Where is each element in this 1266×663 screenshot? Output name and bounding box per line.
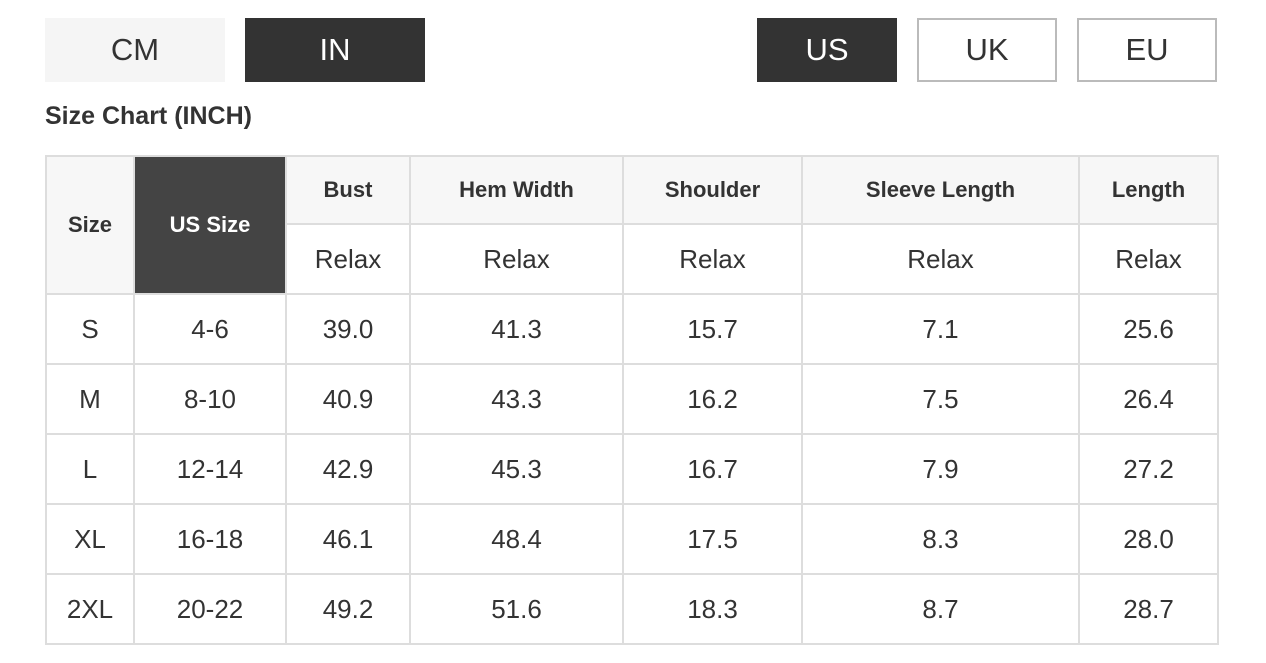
region-button[interactable]: UK — [917, 18, 1057, 82]
table-cell: 27.2 — [1078, 433, 1219, 505]
table-cell: M — [45, 363, 135, 435]
table-cell: 8.7 — [801, 573, 1080, 645]
header-cell: Sleeve Length — [801, 155, 1080, 225]
region-button[interactable]: US — [757, 18, 897, 82]
fit-cell: Relax — [801, 223, 1080, 295]
table-cell: 8-10 — [133, 363, 287, 435]
fit-cell: Relax — [1078, 223, 1219, 295]
table-cell: 45.3 — [409, 433, 624, 505]
fit-cell: Relax — [285, 223, 411, 295]
table-row: XL 16-18 46.1 48.4 17.5 8.3 28.0 — [45, 503, 1219, 575]
table-row: M 8-10 40.9 43.3 16.2 7.5 26.4 — [45, 363, 1219, 435]
fit-cell: Relax — [409, 223, 624, 295]
table-cell: 51.6 — [409, 573, 624, 645]
table-cell: 39.0 — [285, 293, 411, 365]
table-cell: 49.2 — [285, 573, 411, 645]
header-cell: Shoulder — [622, 155, 803, 225]
table-cell: 48.4 — [409, 503, 624, 575]
size-table: Size US Size Bust Hem Width Shoulder Sleeve… — [45, 155, 1219, 645]
table-cell: 12-14 — [133, 433, 287, 505]
header-cell: Size — [45, 155, 135, 295]
table-cell: 46.1 — [285, 503, 411, 575]
table-cell: 28.7 — [1078, 573, 1219, 645]
header-cell: Length — [1078, 155, 1219, 225]
fit-cell: Relax — [622, 223, 803, 295]
table-cell: 25.6 — [1078, 293, 1219, 365]
title: Size Chart (INCH) — [45, 102, 252, 130]
table-cell: 26.4 — [1078, 363, 1219, 435]
table-cell: 18.3 — [622, 573, 803, 645]
table-cell: L — [45, 433, 135, 505]
table-cell: 16-18 — [133, 503, 287, 575]
table-cell: 15.7 — [622, 293, 803, 365]
table-row: L 12-14 42.9 45.3 16.7 7.9 27.2 — [45, 433, 1219, 505]
table-cell: 8.3 — [801, 503, 1080, 575]
table-cell: 41.3 — [409, 293, 624, 365]
table-cell: 7.1 — [801, 293, 1080, 365]
table-cell: 42.9 — [285, 433, 411, 505]
table-cell: XL — [45, 503, 135, 575]
header-cell: Hem Width — [409, 155, 624, 225]
table-row: S 4-6 39.0 41.3 15.7 7.1 25.6 — [45, 293, 1219, 365]
header-cell: Bust — [285, 155, 411, 225]
table-cell: 2XL — [45, 573, 135, 645]
table-cell: 17.5 — [622, 503, 803, 575]
table-cell: 16.7 — [622, 433, 803, 505]
table-cell: 40.9 — [285, 363, 411, 435]
table-cell: S — [45, 293, 135, 365]
table-cell: 43.3 — [409, 363, 624, 435]
table-cell: 16.2 — [622, 363, 803, 435]
unit-button[interactable]: CM — [45, 18, 225, 82]
table-cell: 20-22 — [133, 573, 287, 645]
table-row: 2XL 20-22 49.2 51.6 18.3 8.7 28.7 — [45, 573, 1219, 645]
region-button[interactable]: EU — [1077, 18, 1217, 82]
table-cell: 7.9 — [801, 433, 1080, 505]
table-cell: 4-6 — [133, 293, 287, 365]
header-cell: US Size — [133, 155, 287, 295]
table-cell: 28.0 — [1078, 503, 1219, 575]
unit-button[interactable]: IN — [245, 18, 425, 82]
table-cell: 7.5 — [801, 363, 1080, 435]
